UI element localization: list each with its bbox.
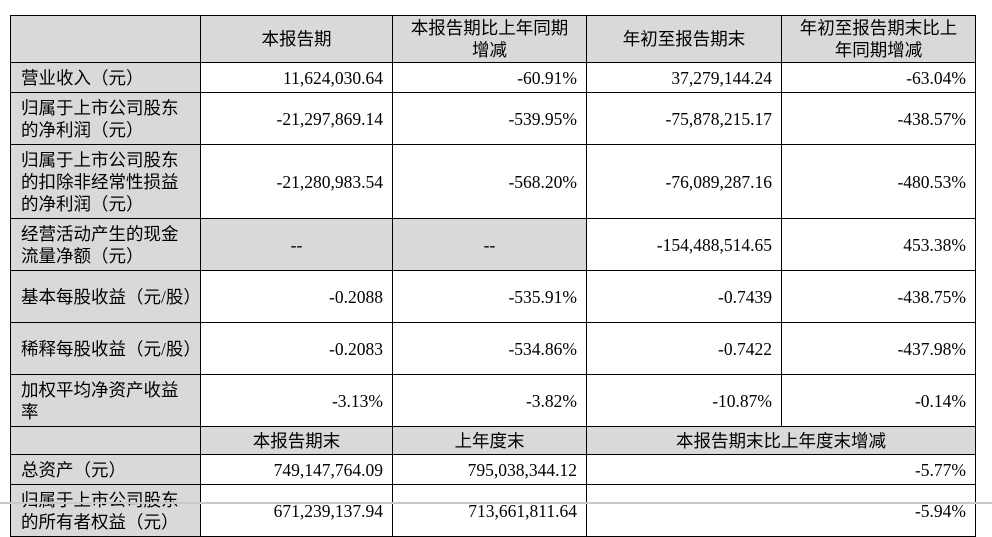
table-row-net-profit-excl-nonrecurring: 归属于上市公司股东的扣除非经常性损益的净利润（元） -21,280,983.54… [10, 144, 976, 219]
value-diluted-eps-ytd: -0.7422 [586, 322, 782, 375]
table-row-owners-equity: 归属于上市公司股东的所有者权益（元） 671,239,137.94 713,66… [10, 484, 976, 537]
column-header-current-period-yoy-change: 本报告期比上年同期 增减 [392, 15, 587, 63]
column-header-period-end: 本报告期末 [200, 426, 393, 455]
value-net-profit-current: -21,297,869.14 [200, 92, 393, 145]
value-net-profit-ytd-yoy-change: -438.57% [781, 92, 976, 145]
value-total-assets-change: -5.77% [586, 454, 976, 485]
table-header-row-period-end: 本报告期末 上年度末 本报告期末比上年度末增减 [10, 426, 976, 455]
value-owners-equity-period-end: 671,239,137.94 [200, 484, 393, 537]
value-operating-cash-flow-yoy-change: -- [392, 218, 587, 271]
column-header-current-period: 本报告期 [200, 15, 393, 63]
table-row-operating-revenue: 营业收入（元） 11,624,030.64 -60.91% 37,279,144… [10, 62, 976, 93]
table-row-operating-cash-flow: 经营活动产生的现金流量净额（元） -- -- -154,488,514.65 4… [10, 218, 976, 271]
table-row-weighted-avg-roe: 加权平均净资产收益率 -3.13% -3.82% -10.87% -0.14% [10, 374, 976, 427]
value-diluted-eps-current: -0.2083 [200, 322, 393, 375]
column-header-ytd: 年初至报告期末 [586, 15, 782, 63]
row-label-net-profit: 归属于上市公司股东的净利润（元） [10, 92, 201, 145]
page-bottom-rule [0, 502, 992, 504]
table-row-total-assets: 总资产（元） 749,147,764.09 795,038,344.12 -5.… [10, 454, 976, 485]
value-operating-revenue-ytd-yoy-change: -63.04% [781, 62, 976, 93]
value-total-assets-prev-year-end: 795,038,344.12 [392, 454, 587, 485]
value-operating-cash-flow-ytd-yoy-change: 453.38% [781, 218, 976, 271]
table-row-net-profit: 归属于上市公司股东的净利润（元） -21,297,869.14 -539.95%… [10, 92, 976, 145]
column-header-ytd-yoy-change: 年初至报告期末比上 年同期增减 [781, 15, 976, 63]
value-basic-eps-current: -0.2088 [200, 270, 393, 323]
value-basic-eps-ytd-yoy-change: -438.75% [781, 270, 976, 323]
value-net-profit-excl-nonrecurring-current: -21,280,983.54 [200, 144, 393, 219]
row-label-operating-cash-flow: 经营活动产生的现金流量净额（元） [10, 218, 201, 271]
value-weighted-avg-roe-ytd: -10.87% [586, 374, 782, 427]
table-row-diluted-eps: 稀释每股收益（元/股） -0.2083 -534.86% -0.7422 -43… [10, 322, 976, 375]
value-net-profit-yoy-change: -539.95% [392, 92, 587, 145]
value-operating-revenue-yoy-change: -60.91% [392, 62, 587, 93]
value-basic-eps-ytd: -0.7439 [586, 270, 782, 323]
value-weighted-avg-roe-yoy-change: -3.82% [392, 374, 587, 427]
value-owners-equity-prev-year-end: 713,661,811.64 [392, 484, 587, 537]
value-operating-cash-flow-ytd: -154,488,514.65 [586, 218, 782, 271]
value-diluted-eps-yoy-change: -534.86% [392, 322, 587, 375]
row-label-net-profit-excl-nonrecurring: 归属于上市公司股东的扣除非经常性损益的净利润（元） [10, 144, 201, 219]
row-label-basic-eps: 基本每股收益（元/股） [10, 270, 201, 323]
corner-header-cell-2 [10, 426, 201, 455]
value-owners-equity-change: -5.94% [586, 484, 976, 537]
table-row-basic-eps: 基本每股收益（元/股） -0.2088 -535.91% -0.7439 -43… [10, 270, 976, 323]
value-net-profit-ytd: -75,878,215.17 [586, 92, 782, 145]
value-operating-cash-flow-current: -- [200, 218, 393, 271]
value-diluted-eps-ytd-yoy-change: -437.98% [781, 322, 976, 375]
value-basic-eps-yoy-change: -535.91% [392, 270, 587, 323]
row-label-total-assets: 总资产（元） [10, 454, 201, 485]
column-header-prev-year-end: 上年度末 [392, 426, 587, 455]
row-label-operating-revenue: 营业收入（元） [10, 62, 201, 93]
corner-header-cell [10, 15, 201, 63]
value-weighted-avg-roe-ytd-yoy-change: -0.14% [781, 374, 976, 427]
value-net-profit-excl-nonrecurring-ytd-yoy-change: -480.53% [781, 144, 976, 219]
financial-summary-section: 本报告期 本报告期比上年同期 增减 年初至报告期末 年初至报告期末比上 年同期增… [10, 15, 976, 537]
row-label-diluted-eps: 稀释每股收益（元/股） [10, 322, 201, 375]
value-net-profit-excl-nonrecurring-ytd: -76,089,287.16 [586, 144, 782, 219]
column-header-period-end-change: 本报告期末比上年度末增减 [586, 426, 976, 455]
value-operating-revenue-ytd: 37,279,144.24 [586, 62, 782, 93]
value-operating-revenue-current: 11,624,030.64 [200, 62, 393, 93]
value-weighted-avg-roe-current: -3.13% [200, 374, 393, 427]
row-label-weighted-avg-roe: 加权平均净资产收益率 [10, 374, 201, 427]
row-label-owners-equity: 归属于上市公司股东的所有者权益（元） [10, 484, 201, 537]
table-header-row-period: 本报告期 本报告期比上年同期 增减 年初至报告期末 年初至报告期末比上 年同期增… [10, 15, 976, 63]
financial-summary-table: 本报告期 本报告期比上年同期 增减 年初至报告期末 年初至报告期末比上 年同期增… [10, 15, 976, 537]
value-net-profit-excl-nonrecurring-yoy-change: -568.20% [392, 144, 587, 219]
value-total-assets-period-end: 749,147,764.09 [200, 454, 393, 485]
